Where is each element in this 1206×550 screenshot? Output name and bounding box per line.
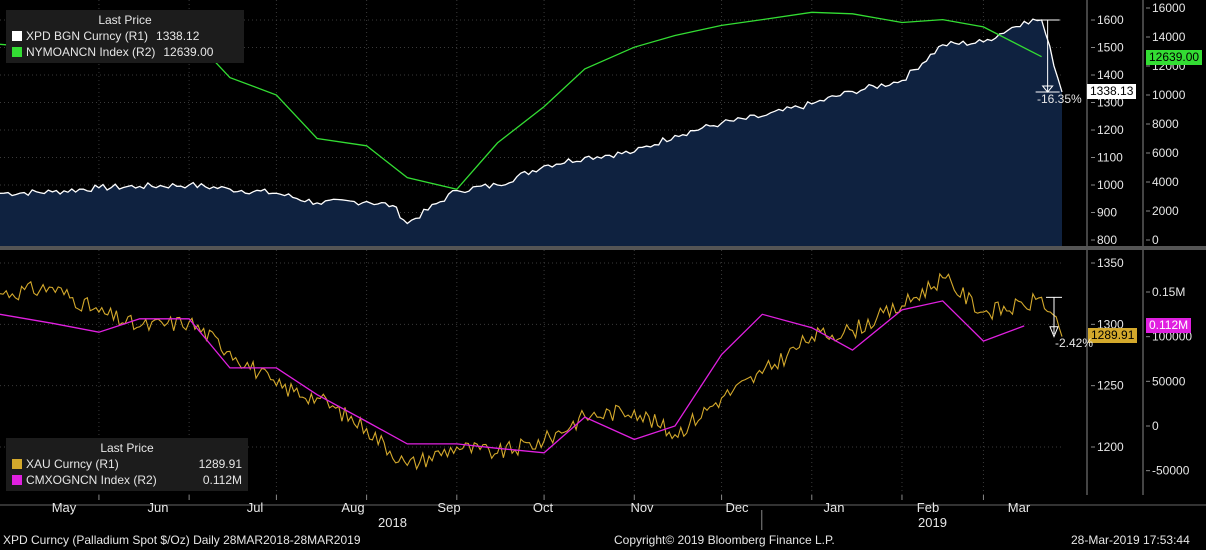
month-label: Jun bbox=[147, 500, 169, 515]
y1-tick-label: 900 bbox=[1097, 206, 1117, 220]
month-label: Aug bbox=[341, 500, 365, 515]
tag-xau-last: 1289.91 bbox=[1088, 328, 1138, 343]
tag-xpd-last: 1338.13 bbox=[1087, 84, 1137, 99]
y1-tick-label: 1250 bbox=[1097, 379, 1124, 393]
lower-legend-name-xau: XAU Curncy (R1) bbox=[26, 457, 119, 471]
y2-tick-label: 14000 bbox=[1152, 30, 1186, 44]
tag-lower-change: -2.42% bbox=[1055, 336, 1094, 350]
month-label: Sep bbox=[437, 500, 461, 515]
y2-tick-label: 0.15M bbox=[1152, 285, 1185, 299]
lower-legend: Last Price XAU Curncy (R1) 1289.91 CMXOG… bbox=[6, 438, 248, 491]
footer-security-description: XPD Curncy (Palladium Spot $/Oz) Daily 2… bbox=[3, 533, 361, 547]
lower-panel-series bbox=[0, 272, 1063, 471]
lower-legend-name-cmxogncn: CMXOGNCN Index (R2) bbox=[26, 473, 157, 487]
series-line-xpd bbox=[0, 18, 1063, 225]
y2-tick-label: 50000 bbox=[1152, 374, 1186, 388]
upper-legend-title: Last Price bbox=[98, 13, 152, 27]
y1-tick-label: 1300 bbox=[1097, 96, 1124, 110]
swatch-xau bbox=[12, 459, 22, 469]
y2-tick-label: -50000 bbox=[1152, 464, 1190, 478]
month-label: Feb bbox=[916, 500, 940, 515]
y2-tick-label: 6000 bbox=[1152, 146, 1179, 160]
y1-tick-label: 1100 bbox=[1097, 151, 1123, 165]
lower-legend-row-xau: XAU Curncy (R1) 1289.91 bbox=[12, 456, 242, 472]
month-label: Jan bbox=[823, 500, 845, 515]
month-label: Nov bbox=[630, 500, 654, 515]
y1-tick-label: 1400 bbox=[1097, 68, 1124, 82]
footer-copyright: Copyright© 2019 Bloomberg Finance L.P. bbox=[614, 533, 835, 547]
lower-legend-value-cmxogncn: 0.112M bbox=[202, 473, 242, 487]
upper-legend-row-nymoancn: NYMOANCN Index (R2) 12639.00 bbox=[12, 44, 238, 60]
y1-tick-label: 1200 bbox=[1097, 440, 1124, 454]
series-area-xpd bbox=[0, 19, 1062, 246]
y1-tick-label: 1200 bbox=[1097, 123, 1124, 137]
y2-tick-label: 16000 bbox=[1152, 1, 1186, 15]
tag-cmxogncn-last: 0.112M bbox=[1146, 318, 1192, 333]
month-label: Mar bbox=[1007, 500, 1031, 515]
swatch-cmxogncn bbox=[12, 475, 22, 485]
year-label-2019: 2019 bbox=[918, 515, 947, 530]
y2-tick-label: 4000 bbox=[1152, 175, 1179, 189]
y2-tick-label: 10000 bbox=[1152, 88, 1186, 102]
swatch-nymoancn bbox=[12, 47, 22, 57]
upper-legend-value-nymoancn: 12639.00 bbox=[163, 45, 214, 59]
footer-timestamp: 28-Mar-2019 17:53:44 bbox=[1071, 533, 1190, 547]
y1-tick-label: 1000 bbox=[1097, 178, 1124, 192]
year-label-2018: 2018 bbox=[378, 515, 407, 530]
tag-upper-change: -16.35% bbox=[1037, 92, 1082, 106]
y2-tick-label: 8000 bbox=[1152, 117, 1179, 131]
y1-tick-label: 1500 bbox=[1097, 41, 1124, 55]
month-label: Oct bbox=[532, 500, 554, 515]
y2-tick-label: 2000 bbox=[1152, 204, 1179, 218]
change-arrow-head bbox=[1041, 85, 1054, 93]
lower-legend-row-cmxogncn: CMXOGNCN Index (R2) 0.112M bbox=[12, 472, 242, 488]
upper-legend: Last Price XPD BGN Curncy (R1) 1338.12 N… bbox=[6, 10, 244, 63]
month-label: Jul bbox=[246, 500, 264, 515]
y1-tick-label: 1600 bbox=[1097, 13, 1124, 27]
upper-legend-row-xpd: XPD BGN Curncy (R1) 1338.12 bbox=[12, 28, 238, 44]
month-label: Dec bbox=[725, 500, 749, 515]
y2-tick-label: 0 bbox=[1152, 233, 1159, 247]
tag-nymoancn-last: 12639.00 bbox=[1146, 50, 1203, 65]
lower-legend-value-xau: 1289.91 bbox=[198, 457, 242, 471]
upper-legend-value-xpd: 1338.12 bbox=[156, 29, 200, 43]
change-arrow-head bbox=[1049, 326, 1059, 338]
y1-tick-label: 1300 bbox=[1097, 317, 1124, 331]
y1-tick-label: 800 bbox=[1097, 233, 1117, 247]
series-line-xau bbox=[0, 272, 1063, 471]
upper-legend-name-xpd: XPD BGN Curncy (R1) bbox=[26, 29, 149, 43]
swatch-xpd bbox=[12, 31, 22, 41]
upper-legend-name-nymoancn: NYMOANCN Index (R2) bbox=[26, 45, 156, 59]
lower-legend-title: Last Price bbox=[100, 441, 154, 455]
panel-separator bbox=[0, 246, 1206, 250]
month-label: May bbox=[51, 500, 77, 515]
y2-tick-label: 100000 bbox=[1152, 330, 1192, 344]
y1-tick-label: 1350 bbox=[1097, 256, 1124, 270]
series-line-cmxogncn bbox=[0, 300, 1025, 454]
y2-tick-label: 0 bbox=[1152, 419, 1159, 433]
